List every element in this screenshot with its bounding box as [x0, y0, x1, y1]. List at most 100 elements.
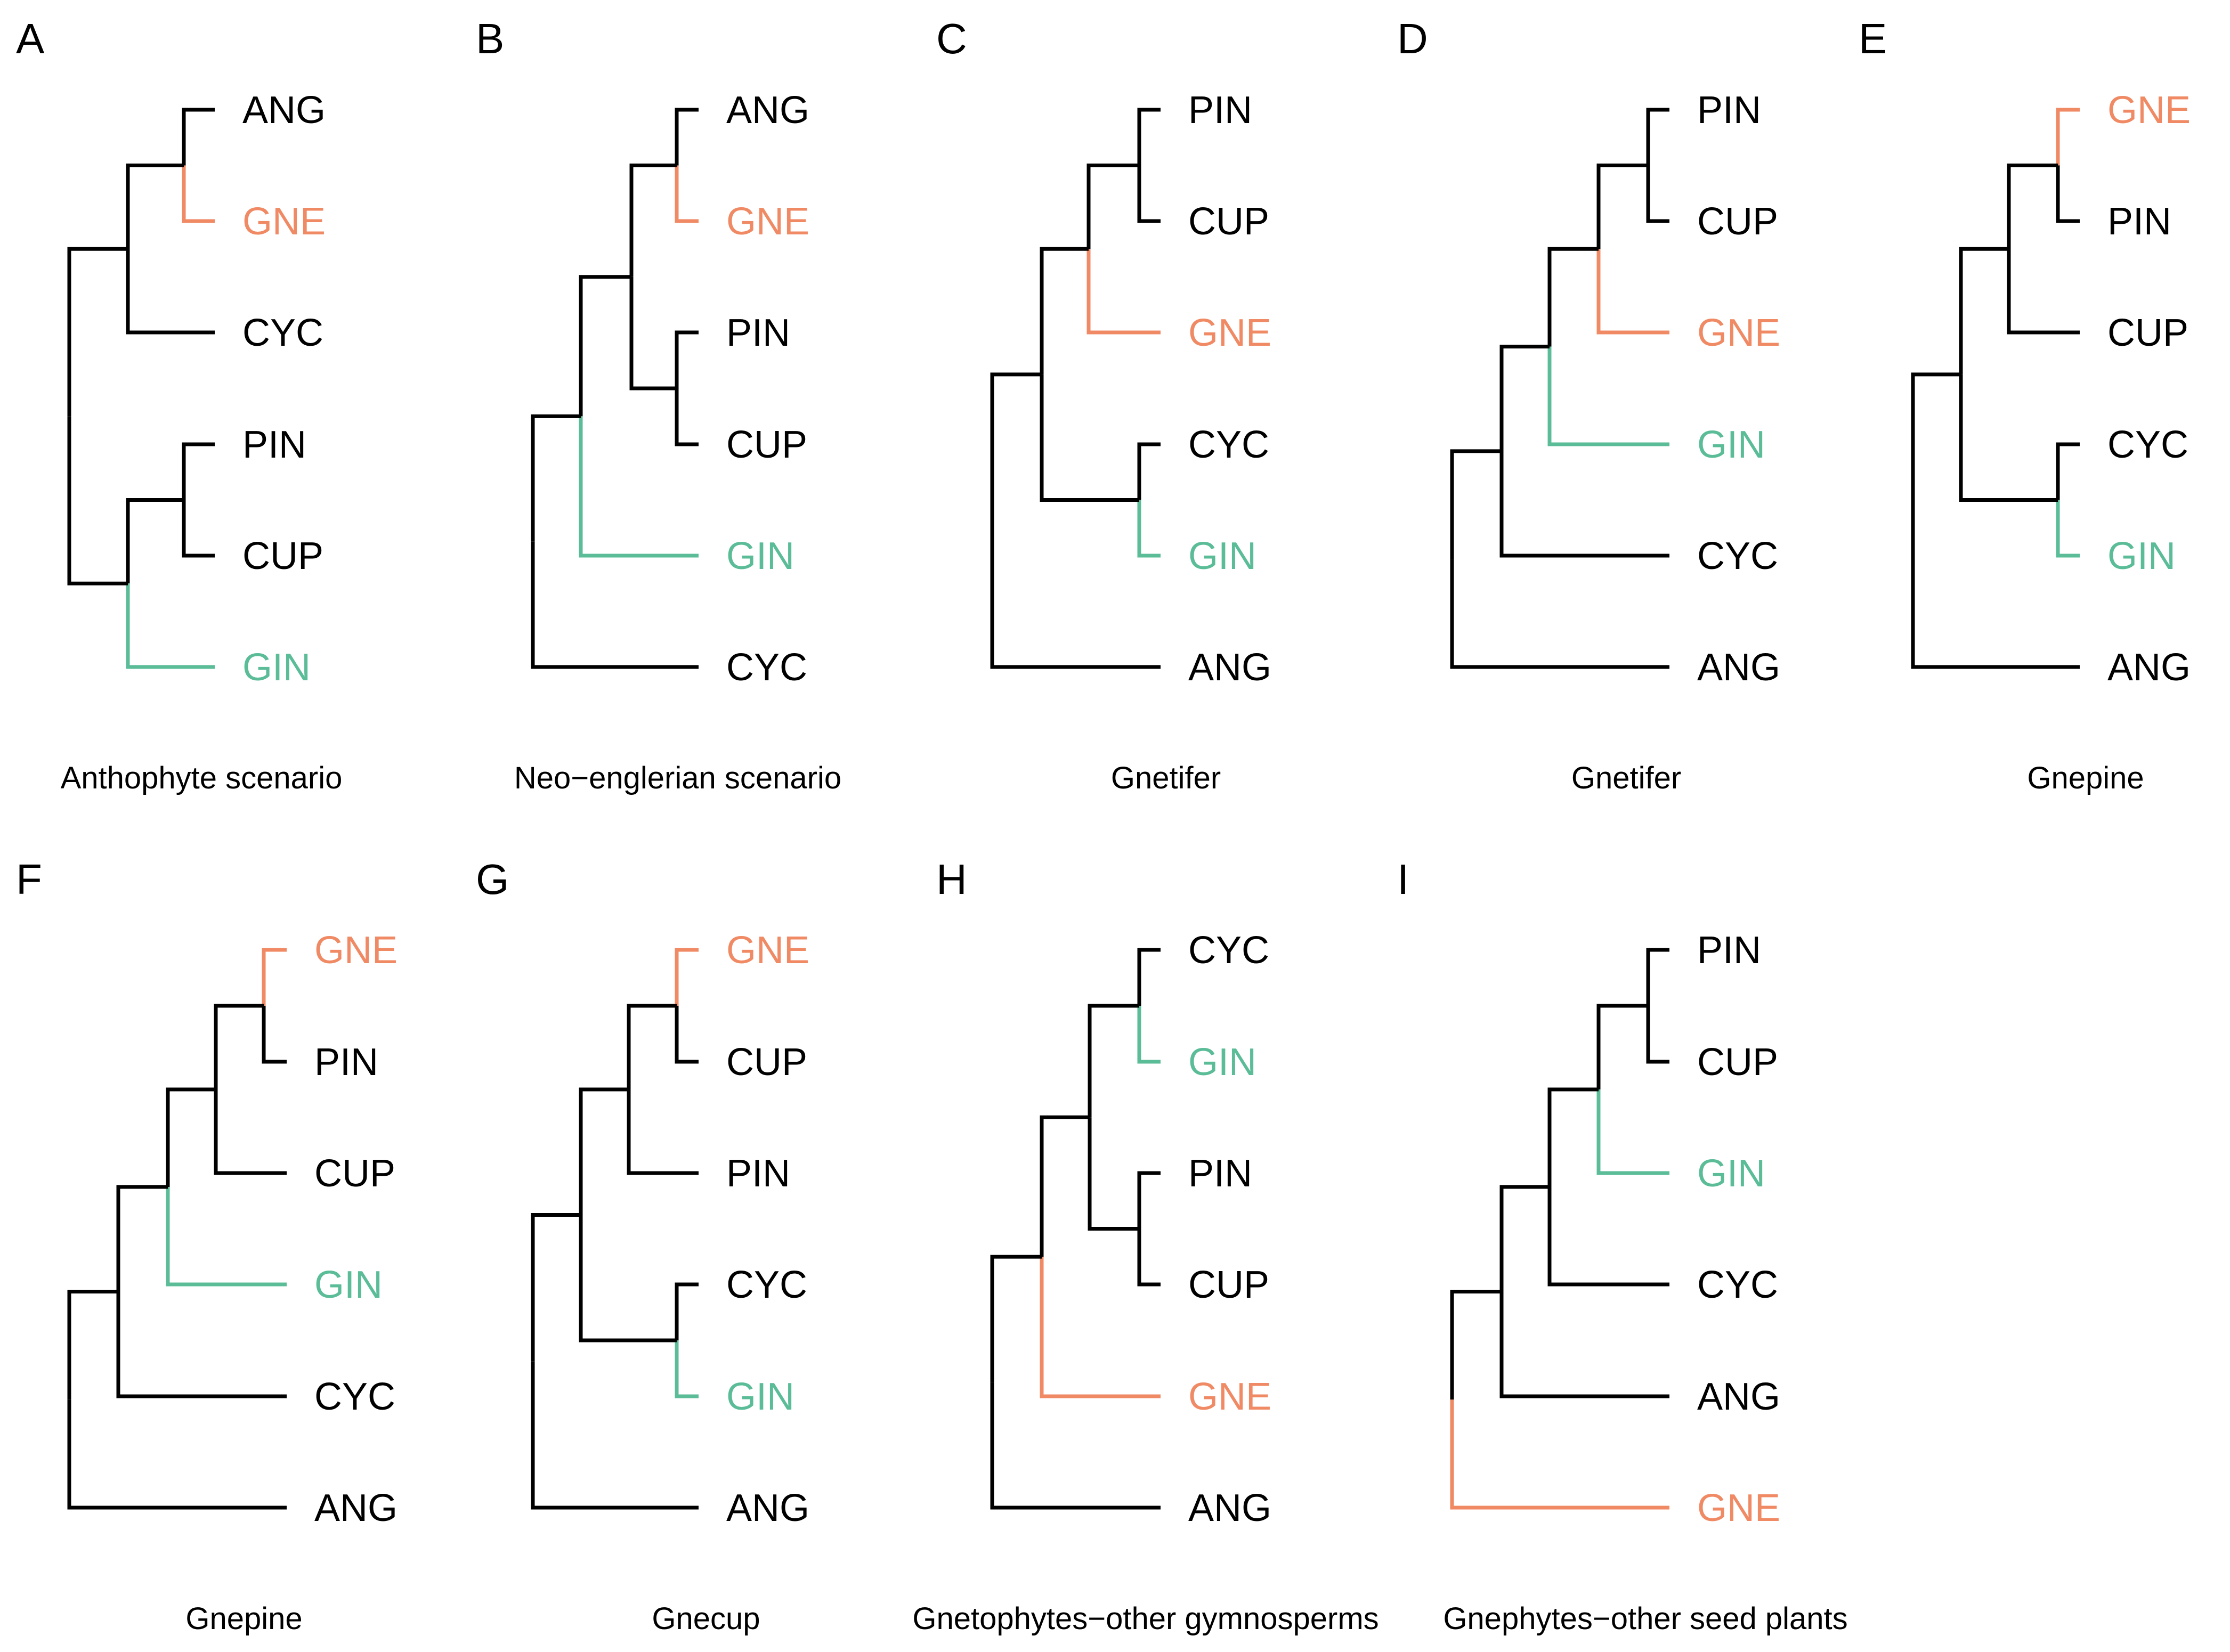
- branch-cup: [1646, 1006, 1669, 1064]
- branch-pin: [262, 1006, 287, 1064]
- branch-ang: [1911, 520, 2080, 669]
- branch-internal: [214, 1004, 264, 1089]
- branch-pin: [627, 1089, 699, 1175]
- branch-internal: [1088, 1117, 1139, 1231]
- branch-cyc: [1547, 1187, 1669, 1287]
- branch-gin: [579, 416, 699, 558]
- branch-pin: [1137, 1171, 1161, 1229]
- tip-label-cyc: CYC: [314, 1376, 395, 1418]
- branch-internal: [629, 276, 677, 390]
- panel-letter: D: [1397, 15, 1428, 62]
- branch-gin: [1547, 346, 1669, 446]
- branch-cyc: [675, 1282, 699, 1340]
- tip-label-gne: GNE: [314, 929, 398, 972]
- panel-letter: A: [16, 15, 45, 62]
- branch-gin: [1137, 1006, 1161, 1064]
- tip-label-ang: ANG: [2107, 646, 2191, 689]
- branch-gne: [182, 165, 215, 223]
- branch-internal: [1040, 374, 1139, 502]
- tip-label-cyc: CYC: [1697, 535, 1778, 577]
- tip-label-gin: GIN: [726, 535, 794, 577]
- tip-label-pin: PIN: [726, 312, 790, 354]
- branch-gin: [675, 1340, 699, 1398]
- tip-label-cyc: CYC: [2107, 424, 2188, 466]
- tip-label-gin: GIN: [1188, 1041, 1256, 1084]
- tip-label-cup: CUP: [2107, 312, 2188, 354]
- branch-internal: [1547, 1087, 1599, 1187]
- tip-label-cyc: CYC: [1697, 1264, 1778, 1306]
- tip-label-gin: GIN: [242, 646, 311, 689]
- tip-label-cup: CUP: [1188, 1264, 1269, 1306]
- panel-h: H Gnetophytes−other gymnosperms CYC GIN PIN C…: [912, 856, 1378, 1636]
- branch-cup: [2007, 249, 2080, 335]
- branch-gin: [166, 1187, 287, 1287]
- panel-letter: C: [936, 15, 967, 62]
- panel-caption: Neo−englerian scenario: [514, 761, 841, 795]
- branch-cyc: [531, 541, 699, 669]
- branch-internal: [67, 1290, 118, 1400]
- tip-label-cyc: CYC: [1188, 424, 1269, 466]
- tip-label-gin: GIN: [2107, 535, 2176, 577]
- branch-internal: [1911, 372, 1961, 521]
- panel-e: E Gnepine GNE PIN CUP CYC GIN ANG: [1859, 15, 2191, 795]
- branch-cup: [214, 1089, 287, 1175]
- tip-label-gne: GNE: [1697, 1487, 1780, 1529]
- branch-internal: [629, 164, 677, 277]
- branch-internal: [116, 1185, 168, 1292]
- branch-internal: [67, 416, 128, 585]
- panel-d: D Gnetifer PIN CUP GNE GIN CYC ANG: [1397, 15, 1780, 795]
- branch-cup: [675, 1006, 699, 1064]
- branch-ang: [990, 520, 1161, 669]
- branch-internal: [531, 414, 581, 542]
- branch-pin: [2056, 165, 2080, 223]
- tip-label-ang: ANG: [1188, 1487, 1271, 1529]
- tip-label-ang: ANG: [314, 1487, 398, 1529]
- tip-label-pin: PIN: [314, 1041, 378, 1084]
- branch-cup: [1646, 165, 1669, 223]
- branch-cup: [1137, 1228, 1161, 1287]
- branch-gne: [675, 165, 699, 223]
- branch-internal: [2007, 164, 2058, 249]
- branch-internal: [1040, 247, 1089, 375]
- panel-i: I Gnephytes−other seed plants PIN CUP GIN CYC…: [1397, 856, 1848, 1636]
- branch-internal: [990, 372, 1042, 521]
- branch-gin: [1596, 1089, 1669, 1175]
- branch-cup: [182, 500, 215, 558]
- branch-internal: [126, 498, 184, 584]
- branch-cyc: [1137, 442, 1161, 500]
- branch-ang: [675, 108, 699, 166]
- tip-label-cyc: CYC: [726, 1264, 807, 1306]
- branch-gne: [262, 948, 287, 1006]
- tip-label-gin: GIN: [314, 1264, 383, 1306]
- panel-a: A Anthophyte scenario ANG GNE CYC PIN CUP GIN: [16, 15, 342, 795]
- tip-label-gne: GNE: [726, 200, 809, 243]
- branch-pin: [1137, 108, 1161, 166]
- branch-internal: [1450, 1290, 1502, 1400]
- tip-label-pin: PIN: [1697, 89, 1761, 132]
- tip-label-cup: CUP: [1697, 1041, 1778, 1084]
- tip-label-gne: GNE: [726, 929, 809, 972]
- branch-internal: [126, 164, 184, 249]
- branch-internal: [1959, 374, 2058, 502]
- tip-label-ang: ANG: [1188, 646, 1271, 689]
- branch-pin: [1646, 108, 1669, 166]
- branch-cyc: [1499, 451, 1669, 558]
- tip-label-pin: PIN: [2107, 200, 2171, 243]
- panel-letter: G: [476, 856, 509, 903]
- branch-cyc: [1137, 948, 1161, 1006]
- tip-label-cyc: CYC: [242, 312, 323, 354]
- panel-letter: B: [476, 15, 504, 62]
- branch-internal: [1596, 164, 1648, 249]
- branch-internal: [67, 247, 128, 417]
- branch-internal: [1499, 1185, 1550, 1292]
- tip-label-pin: PIN: [242, 424, 306, 466]
- branch-internal: [1450, 449, 1502, 559]
- tip-label-gin: GIN: [726, 1376, 794, 1418]
- tip-label-cup: CUP: [242, 535, 323, 577]
- tip-label-ang: ANG: [726, 1487, 809, 1529]
- panel-letter: H: [936, 856, 967, 903]
- branch-internal: [1547, 247, 1599, 347]
- panel-caption: Gnecup: [652, 1601, 760, 1636]
- branch-gne: [1450, 1399, 1669, 1510]
- branch-internal: [1596, 1004, 1648, 1089]
